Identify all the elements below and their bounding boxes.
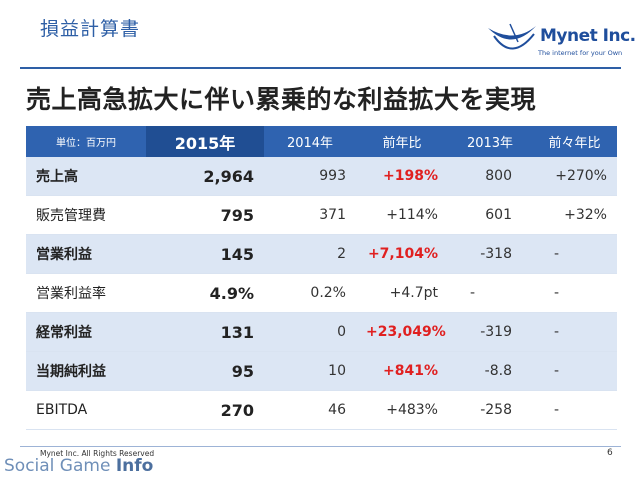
value-yoy: +483% (356, 390, 448, 430)
brand-bold-text: Info (115, 456, 154, 476)
value-2015: 145 (146, 234, 264, 274)
income-statement-table: 単位：百万円 2015年 2014年 前年比 2013年 前々年比 売上高 2,… (26, 126, 617, 430)
value-2013: -319 (448, 312, 532, 352)
value-2013: - (448, 273, 532, 313)
value-2014: 46 (264, 390, 356, 430)
value-2014: 993 (264, 157, 356, 196)
value-2013: 601 (448, 195, 532, 235)
row-label: 経常利益 (26, 312, 146, 352)
value-yoy: +114% (356, 195, 448, 235)
table-header-row: 単位：百万円 2015年 2014年 前年比 2013年 前々年比 (26, 126, 617, 157)
value-2014: 0 (264, 312, 356, 352)
logo-name: Mynet Inc. (540, 26, 636, 46)
table-row: 営業利益率 4.9% 0.2% +4.7pt - - (26, 273, 617, 313)
value-yoy2: +270% (532, 157, 617, 196)
value-2014: 0.2% (264, 273, 356, 313)
value-yoy: +23,049% (356, 312, 448, 352)
value-2014: 10 (264, 351, 356, 391)
value-yoy2: - (532, 234, 617, 274)
value-yoy2: - (532, 273, 617, 313)
value-2015: 131 (146, 312, 264, 352)
value-yoy: +841% (356, 351, 448, 391)
value-2013: -258 (448, 390, 532, 430)
value-2015: 795 (146, 195, 264, 235)
value-2015: 270 (146, 390, 264, 430)
logo-tagline: The internet for your Own (538, 49, 623, 57)
value-2013: -8.8 (448, 351, 532, 391)
table-row: 営業利益 145 2 +7,104% -318 - (26, 234, 617, 274)
value-2014: 371 (264, 195, 356, 235)
brand-light-text: Social Game (4, 456, 116, 476)
watermark-brand: Social Game Info (4, 456, 153, 476)
value-yoy2: - (532, 351, 617, 391)
value-yoy: +4.7pt (356, 273, 448, 313)
header-divider (20, 67, 621, 69)
value-2015: 4.9% (146, 273, 264, 313)
row-label: 当期純利益 (26, 351, 146, 391)
value-yoy: +7,104% (356, 234, 448, 274)
header-2015: 2015年 (146, 126, 264, 157)
value-2015: 2,964 (146, 157, 264, 196)
value-2015: 95 (146, 351, 264, 391)
table-row: 当期純利益 95 10 +841% -8.8 - (26, 351, 617, 391)
header-2014: 2014年 (264, 126, 356, 157)
value-2013: -318 (448, 234, 532, 274)
table-row: 売上高 2,964 993 +198% 800 +270% (26, 157, 617, 196)
value-yoy: +198% (356, 157, 448, 196)
section-title: 損益計算書 (40, 18, 141, 40)
table-row: EBITDA 270 46 +483% -258 - (26, 390, 617, 430)
value-yoy2: - (532, 390, 617, 430)
value-2013: 800 (448, 157, 532, 196)
footer-divider (20, 446, 621, 447)
company-logo: Mynet Inc. The internet for your Own (484, 22, 636, 66)
table-row: 経常利益 131 0 +23,049% -319 - (26, 312, 617, 352)
header-unit: 単位：百万円 (26, 126, 146, 157)
value-yoy2: +32% (532, 195, 617, 235)
page-number: 6 (607, 448, 613, 458)
header-2013: 2013年 (448, 126, 532, 157)
row-label: 販売管理費 (26, 195, 146, 235)
row-label: 売上高 (26, 157, 146, 196)
row-label: 営業利益 (26, 234, 146, 274)
value-yoy2: - (532, 312, 617, 352)
header-yoy2: 前々年比 (532, 126, 617, 157)
page-headline: 売上高急拡大に伴い累乗的な利益拡大を実現 (26, 85, 537, 114)
header-yoy: 前年比 (356, 126, 448, 157)
value-2014: 2 (264, 234, 356, 274)
row-label: EBITDA (26, 390, 146, 430)
row-label: 営業利益率 (26, 273, 146, 313)
table-row: 販売管理費 795 371 +114% 601 +32% (26, 195, 617, 235)
copyright-text: Mynet Inc. All Rights Reserved (40, 449, 155, 458)
logo-wing-icon (488, 23, 536, 50)
